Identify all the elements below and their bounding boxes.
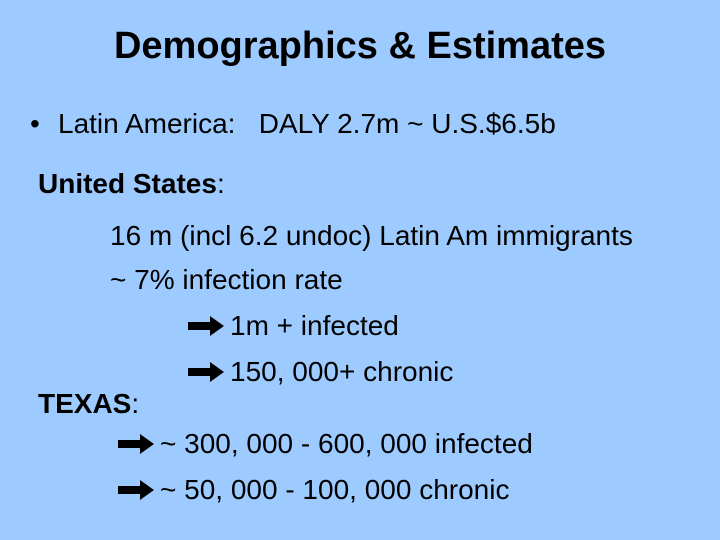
texas-infected-text: ~ 300, 000 - 600, 000 infected [160,428,533,459]
texas-heading: TEXAS [38,388,132,419]
latin-america-text: Latin America: DALY 2.7m ~ U.S.$6.5b [58,108,556,139]
latin-america-bullet: • Latin America: DALY 2.7m ~ U.S.$6.5b [30,108,556,140]
united-states-colon: : [216,168,225,199]
texas-chronic-text: ~ 50, 000 - 100, 000 chronic [160,474,510,505]
us-infection-rate-line: ~ 7% infection rate [110,264,343,295]
united-states-heading-line: United States: [38,168,225,200]
texas-infected-line: ~ 300, 000 - 600, 000 infected [116,428,533,460]
us-chronic-text: 150, 000+ chronic [230,356,454,387]
us-immigrants-line: 16 m (incl 6.2 undoc) Latin Am immigrant… [110,220,633,251]
bullet-marker: • [30,108,40,139]
united-states-heading: United States [38,168,217,199]
slide-title: Demographics & Estimates [113,25,607,67]
texas-chronic-line: ~ 50, 000 - 100, 000 chronic [116,474,509,506]
texas-colon: : [131,388,140,419]
right-arrow-icon [186,315,230,337]
us-infected-text: 1m + infected [230,310,399,341]
right-arrow-icon [116,479,160,501]
texas-heading-line: TEXAS: [38,388,139,420]
us-chronic-line: 150, 000+ chronic [186,356,453,388]
right-arrow-icon [186,361,230,383]
us-infected-line: 1m + infected [186,310,399,342]
right-arrow-icon [116,433,160,455]
